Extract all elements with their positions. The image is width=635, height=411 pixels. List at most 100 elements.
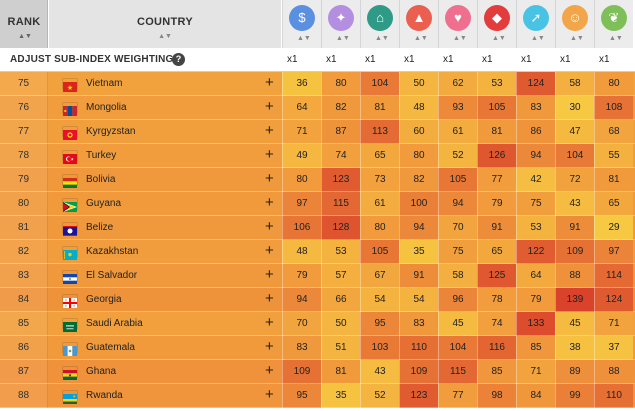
sort-icon[interactable]: ▲▼: [336, 35, 350, 42]
weight-selector[interactable]: x1: [404, 54, 415, 65]
table-row[interactable]: 75 ★ Vietnam +36 80 104 50 62 53 124 58 80: [0, 72, 635, 96]
expand-plus-icon[interactable]: +: [265, 122, 274, 139]
rank-column-header[interactable]: RANK ▲▼: [0, 0, 48, 48]
people-group-icon[interactable]: ☺: [562, 5, 588, 31]
country-name[interactable]: Turkey: [86, 150, 117, 161]
table-row[interactable]: 79 Bolivia +80 123 73 82 105 77 42 72 81: [0, 168, 635, 192]
sort-icon[interactable]: ▲▼: [453, 35, 467, 42]
score-cell: 74: [321, 144, 360, 168]
sort-icon[interactable]: ▲▼: [158, 33, 172, 40]
sort-icon[interactable]: ▲▼: [297, 35, 311, 42]
table-row[interactable]: 84 Georgia +94 66 54 54 96 78 79 139 124: [0, 288, 635, 312]
table-row[interactable]: 81 Belize +106 128 80 94 70 91 53 91 29: [0, 216, 635, 240]
index-column-header[interactable]: ⌂ ▲▼: [360, 0, 399, 48]
lightbulb-icon[interactable]: ✦: [328, 5, 354, 31]
country-name[interactable]: Rwanda: [86, 390, 123, 401]
table-row[interactable]: 80 Guyana +97 115 61 100 94 79 75 43 65: [0, 192, 635, 216]
expand-plus-icon[interactable]: +: [265, 170, 274, 187]
country-column-header[interactable]: COUNTRY ▲▼: [49, 0, 281, 48]
expand-plus-icon[interactable]: +: [265, 338, 274, 355]
score-cell: 109: [555, 240, 594, 264]
score-cell: 109: [399, 360, 438, 384]
expand-plus-icon[interactable]: +: [265, 266, 274, 283]
sort-icon[interactable]: ▲▼: [414, 35, 428, 42]
country-name[interactable]: Guatemala: [86, 342, 135, 353]
table-row[interactable]: 83 El Salvador +79 57 67 91 58 125 64 88 114: [0, 264, 635, 288]
expand-plus-icon[interactable]: +: [265, 242, 274, 259]
table-row[interactable]: 77 Kyrgyzstan +71 87 113 60 61 81 86 47 68: [0, 120, 635, 144]
country-name[interactable]: Kazakhstan: [86, 246, 139, 257]
weight-selector[interactable]: x1: [365, 54, 376, 65]
table-row[interactable]: 76 Mongolia +64 82 81 48 93 105 83 30 108: [0, 96, 635, 120]
country-name[interactable]: Bolivia: [86, 174, 116, 185]
weight-selector[interactable]: x1: [326, 54, 337, 65]
country-name[interactable]: Ghana: [86, 366, 117, 377]
help-icon[interactable]: ?: [172, 53, 185, 66]
rank-cell: 81: [0, 216, 48, 240]
expand-plus-icon[interactable]: +: [265, 386, 274, 403]
score-cell: 45: [438, 312, 477, 336]
score-cell: 133: [516, 312, 555, 336]
index-column-header[interactable]: ❦ ▲▼: [594, 0, 633, 48]
score-cell: 67: [360, 264, 399, 288]
country-name[interactable]: Saudi Arabia: [86, 318, 143, 329]
country-name[interactable]: Vietnam: [86, 78, 123, 89]
table-row[interactable]: 85 Saudi Arabia +70 50 95 83 45 74 133 45 71: [0, 312, 635, 336]
score-cell: 53: [516, 216, 555, 240]
graduation-cap-icon[interactable]: ▲: [406, 5, 432, 31]
table-row[interactable]: 86 Guatemala +83 51 103 110 104 116 85 38 37: [0, 336, 635, 360]
country-name[interactable]: Kyrgyzstan: [86, 126, 136, 137]
score-cell: 48: [399, 96, 438, 120]
score-cell: 108: [594, 96, 633, 120]
expand-plus-icon[interactable]: +: [265, 314, 274, 331]
index-column-header[interactable]: ▲ ▲▼: [399, 0, 438, 48]
score-cell: 71: [594, 312, 633, 336]
table-row[interactable]: 88 Rwanda +95 35 52 123 77 98 84 99 110: [0, 384, 635, 408]
country-name[interactable]: Belize: [86, 222, 114, 233]
leaf-icon[interactable]: ❦: [601, 5, 627, 31]
expand-plus-icon[interactable]: +: [265, 362, 274, 379]
weight-selector[interactable]: x1: [287, 54, 298, 65]
weight-selector[interactable]: x1: [443, 54, 454, 65]
table-row[interactable]: 78 ★ Turkey +49 74 65 80 52 126 94 104 55: [0, 144, 635, 168]
expand-plus-icon[interactable]: +: [265, 194, 274, 211]
index-column-header[interactable]: ➚ ▲▼: [516, 0, 555, 48]
expand-plus-icon[interactable]: +: [265, 146, 274, 163]
expand-plus-icon[interactable]: +: [265, 98, 274, 115]
weight-selector[interactable]: x1: [482, 54, 493, 65]
running-person-icon[interactable]: ➚: [523, 5, 549, 31]
health-heart-icon[interactable]: ♥: [445, 5, 471, 31]
sort-icon[interactable]: ▲▼: [570, 35, 584, 42]
rank-header-label: RANK: [7, 16, 41, 28]
country-name[interactable]: Georgia: [86, 294, 122, 305]
shield-icon[interactable]: ◆: [484, 5, 510, 31]
index-column-header[interactable]: ◆ ▲▼: [477, 0, 516, 48]
score-cell: 83: [516, 96, 555, 120]
weight-selector[interactable]: x1: [560, 54, 571, 65]
country-name[interactable]: Guyana: [86, 198, 122, 209]
index-column-header[interactable]: ♥ ▲▼: [438, 0, 477, 48]
index-column-header[interactable]: ☺ ▲▼: [555, 0, 594, 48]
sort-icon[interactable]: ▲▼: [375, 35, 389, 42]
expand-plus-icon[interactable]: +: [265, 74, 274, 91]
money-bag-icon[interactable]: $: [289, 5, 315, 31]
index-column-header[interactable]: $ ▲▼: [282, 0, 321, 48]
country-name[interactable]: El Salvador: [86, 270, 138, 281]
table-row[interactable]: 87 ★ Ghana +109 81 43 109 115 85 71 89 88: [0, 360, 635, 384]
weight-selector[interactable]: x1: [599, 54, 610, 65]
sort-icon[interactable]: ▲▼: [18, 33, 32, 40]
sort-icon[interactable]: ▲▼: [609, 35, 623, 42]
expand-plus-icon[interactable]: +: [265, 218, 274, 235]
index-column-header[interactable]: ✦ ▲▼: [321, 0, 360, 48]
institution-icon[interactable]: ⌂: [367, 5, 393, 31]
expand-plus-icon[interactable]: +: [265, 290, 274, 307]
country-name[interactable]: Mongolia: [86, 102, 127, 113]
row-divider: [0, 215, 635, 216]
score-cell: 103: [360, 336, 399, 360]
row-divider: [0, 359, 635, 360]
weight-selector[interactable]: x1: [521, 54, 532, 65]
sort-icon[interactable]: ▲▼: [531, 35, 545, 42]
sort-icon[interactable]: ▲▼: [492, 35, 506, 42]
score-cell: 81: [360, 96, 399, 120]
table-row[interactable]: 82 Kazakhstan +48 53 105 35 75 65 122 109 97: [0, 240, 635, 264]
